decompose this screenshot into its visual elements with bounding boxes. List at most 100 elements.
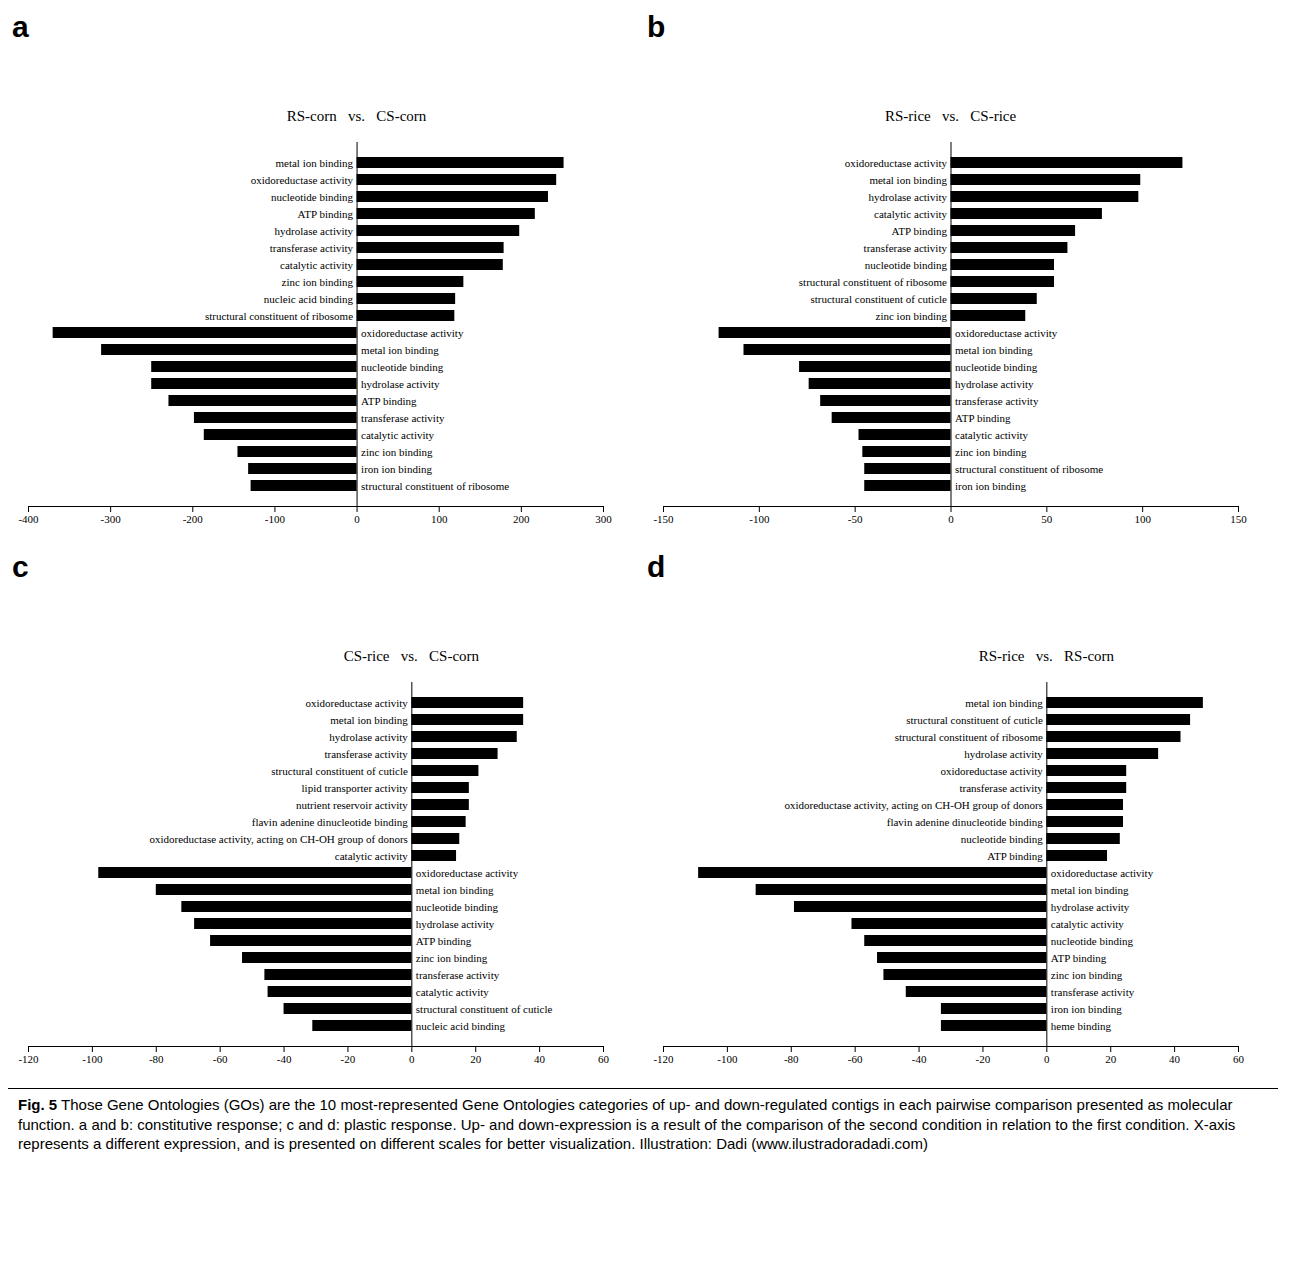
svg-text:-80: -80 xyxy=(784,1053,799,1065)
svg-text:catalytic activity: catalytic activity xyxy=(361,429,434,441)
svg-text:flavin adenine dinucleotide bi: flavin adenine dinucleotide binding xyxy=(252,816,409,828)
svg-text:nucleotide binding: nucleotide binding xyxy=(271,191,354,203)
svg-text:-100: -100 xyxy=(717,1053,738,1065)
svg-text:structural constituent of ribo: structural constituent of ribosome xyxy=(955,463,1103,475)
svg-text:60: 60 xyxy=(598,1053,610,1065)
svg-text:hydrolase activity: hydrolase activity xyxy=(1051,901,1130,913)
svg-text:heme binding: heme binding xyxy=(1051,1020,1112,1032)
svg-text:nucleotide binding: nucleotide binding xyxy=(865,259,948,271)
svg-text:nucleotide binding: nucleotide binding xyxy=(416,901,499,913)
svg-text:catalytic activity: catalytic activity xyxy=(955,429,1028,441)
svg-text:structural constituent of ribo: structural constituent of ribosome xyxy=(205,310,353,322)
svg-text:structural constituent of cuti: structural constituent of cuticle xyxy=(271,765,408,777)
svg-text:60: 60 xyxy=(1233,1053,1245,1065)
svg-text:40: 40 xyxy=(1169,1053,1181,1065)
svg-text:oxidoreductase activity, actin: oxidoreductase activity, acting on CH-OH… xyxy=(784,799,1042,811)
svg-text:catalytic activity: catalytic activity xyxy=(416,986,489,998)
svg-text:-20: -20 xyxy=(341,1053,356,1065)
svg-text:40: 40 xyxy=(534,1053,546,1065)
svg-text:oxidoreductase activity: oxidoreductase activity xyxy=(306,697,409,709)
svg-text:iron ion binding: iron ion binding xyxy=(1051,1003,1122,1015)
svg-text:structural constituent of cuti: structural constituent of cuticle xyxy=(810,293,947,305)
svg-text:metal ion binding: metal ion binding xyxy=(1051,884,1129,896)
svg-text:ATP binding: ATP binding xyxy=(361,395,417,407)
svg-text:-300: -300 xyxy=(101,513,122,525)
svg-text:150: 150 xyxy=(1230,513,1247,525)
svg-text:hydrolase activity: hydrolase activity xyxy=(868,191,947,203)
svg-text:20: 20 xyxy=(1105,1053,1117,1065)
svg-text:-40: -40 xyxy=(912,1053,927,1065)
svg-text:zinc ion binding: zinc ion binding xyxy=(876,310,948,322)
svg-text:nucleotide binding: nucleotide binding xyxy=(961,833,1044,845)
svg-text:20: 20 xyxy=(470,1053,482,1065)
svg-text:structural constituent of cuti: structural constituent of cuticle xyxy=(416,1003,553,1015)
svg-text:zinc ion binding: zinc ion binding xyxy=(361,446,433,458)
svg-text:transferase activity: transferase activity xyxy=(955,395,1039,407)
svg-text:catalytic activity: catalytic activity xyxy=(280,259,353,271)
svg-text:oxidoreductase activity: oxidoreductase activity xyxy=(941,765,1044,777)
svg-text:zinc ion binding: zinc ion binding xyxy=(416,952,488,964)
svg-text:oxidoreductase activity: oxidoreductase activity xyxy=(955,327,1058,339)
svg-text:structural constituent of ribo: structural constituent of ribosome xyxy=(361,480,509,492)
svg-text:ATP binding: ATP binding xyxy=(987,850,1043,862)
svg-text:-150: -150 xyxy=(653,513,674,525)
svg-text:metal ion binding: metal ion binding xyxy=(361,344,439,356)
svg-text:catalytic activity: catalytic activity xyxy=(335,850,408,862)
svg-text:catalytic activity: catalytic activity xyxy=(1051,918,1124,930)
svg-text:0: 0 xyxy=(409,1053,415,1065)
svg-text:metal ion binding: metal ion binding xyxy=(416,884,494,896)
svg-text:-400: -400 xyxy=(18,513,39,525)
svg-text:oxidoreductase activity: oxidoreductase activity xyxy=(361,327,464,339)
svg-text:iron ion binding: iron ion binding xyxy=(361,463,432,475)
svg-text:hydrolase activity: hydrolase activity xyxy=(416,918,495,930)
svg-text:hydrolase activity: hydrolase activity xyxy=(275,225,354,237)
svg-text:metal ion binding: metal ion binding xyxy=(955,344,1033,356)
svg-text:nucleic acid binding: nucleic acid binding xyxy=(416,1020,506,1032)
svg-text:metal ion binding: metal ion binding xyxy=(869,174,947,186)
svg-text:metal ion binding: metal ion binding xyxy=(275,157,353,169)
svg-text:transferase activity: transferase activity xyxy=(959,782,1043,794)
svg-text:ATP binding: ATP binding xyxy=(298,208,354,220)
svg-text:ATP binding: ATP binding xyxy=(955,412,1011,424)
svg-text:-120: -120 xyxy=(653,1053,674,1065)
svg-text:oxidoreductase activity: oxidoreductase activity xyxy=(845,157,948,169)
svg-text:hydrolase activity: hydrolase activity xyxy=(955,378,1034,390)
svg-text:100: 100 xyxy=(1134,513,1151,525)
svg-text:zinc ion binding: zinc ion binding xyxy=(282,276,354,288)
svg-text:ATP binding: ATP binding xyxy=(416,935,472,947)
svg-text:oxidoreductase activity: oxidoreductase activity xyxy=(1051,867,1154,879)
svg-text:nucleotide binding: nucleotide binding xyxy=(1051,935,1134,947)
svg-text:catalytic activity: catalytic activity xyxy=(874,208,947,220)
svg-text:-60: -60 xyxy=(213,1053,228,1065)
svg-text:structural constituent of ribo: structural constituent of ribosome xyxy=(799,276,947,288)
svg-text:transferase activity: transferase activity xyxy=(864,242,948,254)
svg-text:zinc ion binding: zinc ion binding xyxy=(1051,969,1123,981)
svg-text:hydrolase activity: hydrolase activity xyxy=(329,731,408,743)
svg-text:lipid transporter activity: lipid transporter activity xyxy=(302,782,409,794)
svg-text:-100: -100 xyxy=(265,513,286,525)
svg-text:nucleotide binding: nucleotide binding xyxy=(955,361,1038,373)
svg-text:-50: -50 xyxy=(848,513,863,525)
svg-text:hydrolase activity: hydrolase activity xyxy=(964,748,1043,760)
svg-text:200: 200 xyxy=(513,513,530,525)
svg-text:transferase activity: transferase activity xyxy=(1051,986,1135,998)
svg-text:flavin adenine dinucleotide bi: flavin adenine dinucleotide binding xyxy=(887,816,1044,828)
svg-text:-100: -100 xyxy=(749,513,770,525)
svg-text:structural constituent of cuti: structural constituent of cuticle xyxy=(906,714,1043,726)
svg-text:hydrolase activity: hydrolase activity xyxy=(361,378,440,390)
svg-text:0: 0 xyxy=(354,513,360,525)
svg-text:oxidoreductase activity, actin: oxidoreductase activity, acting on CH-OH… xyxy=(149,833,407,845)
svg-text:-120: -120 xyxy=(18,1053,39,1065)
svg-text:oxidoreductase activity: oxidoreductase activity xyxy=(251,174,354,186)
svg-text:-60: -60 xyxy=(848,1053,863,1065)
svg-text:ATP binding: ATP binding xyxy=(891,225,947,237)
svg-text:100: 100 xyxy=(431,513,448,525)
svg-text:-20: -20 xyxy=(976,1053,991,1065)
svg-text:-200: -200 xyxy=(183,513,204,525)
svg-text:metal ion binding: metal ion binding xyxy=(330,714,408,726)
svg-text:transferase activity: transferase activity xyxy=(324,748,408,760)
svg-text:0: 0 xyxy=(948,513,954,525)
svg-text:-40: -40 xyxy=(277,1053,292,1065)
svg-text:-80: -80 xyxy=(149,1053,164,1065)
svg-text:nucleic acid binding: nucleic acid binding xyxy=(264,293,354,305)
